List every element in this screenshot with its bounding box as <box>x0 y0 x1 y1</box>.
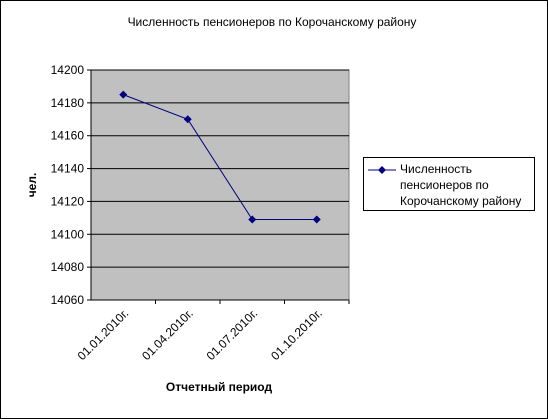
legend-marker <box>368 166 396 174</box>
y-axis-title: чел. <box>25 173 39 198</box>
y-tick-label: 14140 <box>51 162 85 176</box>
data-point <box>119 90 128 99</box>
y-tick-label: 14100 <box>51 227 85 241</box>
y-tick-label: 14160 <box>51 129 85 143</box>
y-tick-label: 14180 <box>51 96 85 110</box>
plot-area <box>90 69 350 301</box>
data-point <box>248 215 257 224</box>
legend-symbol <box>378 166 386 174</box>
y-tick-label: 14120 <box>51 194 85 208</box>
chart-title: Численность пенсионеров по Корочанскому … <box>128 15 417 29</box>
series-line <box>123 94 317 220</box>
y-tick-label: 14060 <box>51 293 85 307</box>
x-axis-title: Отчетный период <box>166 380 273 394</box>
legend-label: Численность пенсионеров по Корочанскому … <box>400 162 522 208</box>
data-point <box>312 215 321 224</box>
y-tick-label: 14080 <box>51 260 85 274</box>
legend: Численность пенсионеров по Корочанскому … <box>363 157 535 211</box>
data-point <box>183 115 192 124</box>
y-tick-label: 14200 <box>51 63 85 77</box>
